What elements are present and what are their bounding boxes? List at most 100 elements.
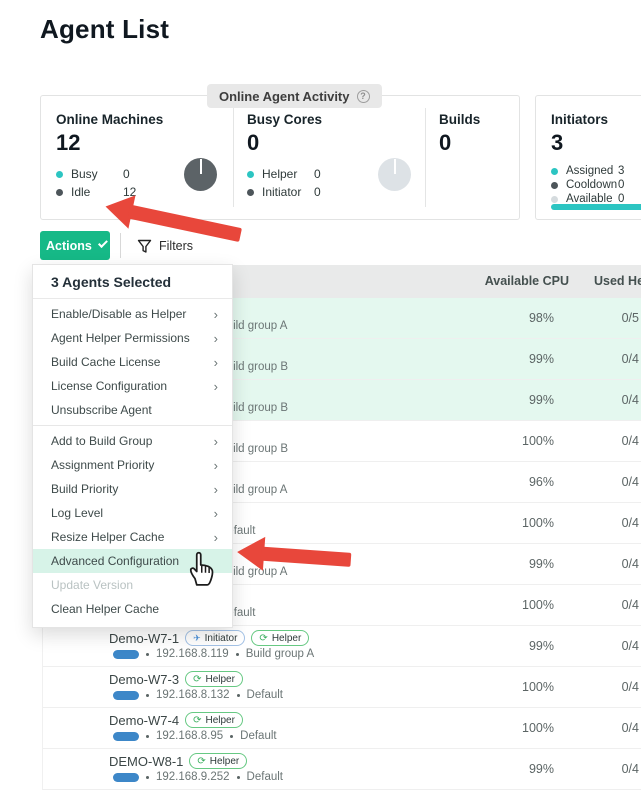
- used-helpers-value: 0/4: [621, 557, 639, 571]
- submenu-chevron-icon: ›: [213, 378, 218, 394]
- submenu-chevron-icon: ›: [213, 330, 218, 346]
- card-value: 0: [439, 130, 452, 155]
- agent-row-demo-w7-1[interactable]: Demo-W7-1 ✈ Initiator ⟳ Helper 192.168.8.119 B…: [43, 626, 641, 667]
- available-cpu-value: 100%: [522, 516, 554, 530]
- card-busy-cores: Busy Cores 0 Helper 0 Initiator 0: [234, 96, 426, 219]
- cores-donut-chart: [378, 158, 411, 191]
- agent-build-group: Default: [246, 771, 283, 783]
- agent-info-line: 192.168.9.252 Default: [113, 771, 283, 783]
- card-builds: Builds 0: [426, 96, 519, 219]
- agent-info-line: 192.168.8.95 Default: [113, 730, 277, 742]
- dot-separator: [235, 652, 239, 656]
- column-header-available-cpu[interactable]: Available CPU: [484, 274, 569, 288]
- toolbar-divider: [120, 233, 121, 258]
- agent-info-line: Build group A: [219, 484, 287, 496]
- legend-dot-icon: [551, 195, 558, 203]
- submenu-chevron-icon: ›: [213, 481, 218, 497]
- filters-button[interactable]: Filters: [131, 234, 199, 258]
- agent-ip: 192.168.8.132: [156, 689, 230, 701]
- badge-label: Helper: [205, 673, 235, 685]
- agent-row-demo-w7-3[interactable]: Demo-W7-3 ⟳ Helper 192.168.8.132 Default 100%…: [43, 667, 641, 708]
- menu-item-label: Unsubscribe Agent: [51, 403, 152, 417]
- menu-item-label: Log Level: [51, 506, 104, 520]
- column-header-used-helpers[interactable]: Used Help: [594, 274, 641, 288]
- submenu-chevron-icon: ›: [213, 505, 218, 521]
- agent-build-group: Build group B: [219, 402, 289, 414]
- agent-ip: 192.168.8.119: [156, 648, 229, 660]
- menu-item-build-priority[interactable]: Build Priority ›: [33, 477, 232, 501]
- menu-item-label: Add to Build Group: [51, 434, 153, 448]
- filters-button-label: Filters: [159, 239, 194, 253]
- agent-build-group: Build group B: [219, 361, 289, 373]
- actions-button[interactable]: Actions: [40, 231, 110, 260]
- menu-item-label: Resize Helper Cache: [51, 530, 165, 544]
- available-cpu-value: 100%: [522, 680, 554, 694]
- menu-item-license-configuration[interactable]: License Configuration ›: [33, 374, 232, 398]
- menu-item-label: Agent Helper Permissions: [51, 331, 190, 345]
- menu-item-clean-helper-cache[interactable]: Clean Helper Cache: [33, 597, 232, 621]
- dot-separator: [146, 693, 149, 697]
- available-cpu-value: 96%: [528, 475, 554, 489]
- menu-item-label: Update Version: [51, 578, 134, 592]
- legend-row: Assigned 3: [551, 165, 641, 177]
- agent-name-line: DEMO-W8-1 ⟳ Helper: [109, 753, 248, 769]
- menu-item-agent-helper-permissions[interactable]: Agent Helper Permissions ›: [33, 326, 232, 350]
- agent-info-line: Build group B: [219, 361, 288, 373]
- menu-item-assignment-priority[interactable]: Assignment Priority ›: [33, 453, 232, 477]
- submenu-chevron-icon: ›: [213, 433, 218, 449]
- menu-item-unsubscribe-agent[interactable]: Unsubscribe Agent: [33, 398, 232, 422]
- menu-divider: [33, 425, 232, 426]
- helper-badge: ⟳Helper: [185, 671, 243, 687]
- agent-name: Demo-W7-3: [109, 671, 180, 687]
- menu-item-label: Build Cache License: [51, 355, 161, 369]
- help-icon[interactable]: ?: [356, 89, 370, 103]
- menu-item-label: Assignment Priority: [51, 458, 155, 472]
- helper-badge: ⟳Helper: [251, 630, 310, 646]
- agent-build-group: Build group A: [219, 320, 288, 332]
- menu-item-resize-helper-cache[interactable]: Resize Helper Cache ›: [33, 525, 232, 549]
- helper-badge-icon: ⟳: [193, 673, 202, 685]
- legend-value: 0: [314, 185, 321, 199]
- menu-item-label: License Configuration: [51, 379, 168, 393]
- agent-name-line: Demo-W7-4 ⟳ Helper: [109, 712, 243, 728]
- menu-item-log-level[interactable]: Log Level ›: [33, 501, 232, 525]
- card-legend: Assigned 3 Cooldown 0 Available 0: [551, 165, 641, 205]
- available-cpu-value: 100%: [522, 434, 554, 448]
- used-helpers-value: 0/4: [621, 352, 639, 366]
- online-agent-activity-panel: Online Agent Activity ? Online Machines …: [40, 84, 520, 220]
- helper-badge: ⟳Helper: [189, 753, 248, 769]
- legend-label: Cooldown: [566, 179, 618, 191]
- available-cpu-value: 99%: [528, 352, 554, 366]
- card-legend: Busy 0 Idle 12: [56, 167, 234, 199]
- os-icon: [113, 731, 139, 741]
- used-helpers-value: 0/5: [621, 311, 639, 325]
- used-helpers-value: 0/4: [621, 762, 639, 776]
- helper-badge: ⟳Helper: [185, 712, 243, 728]
- legend-dot-icon: [551, 167, 558, 175]
- agent-row-demo-w7-4[interactable]: Demo-W7-4 ⟳ Helper 192.168.8.95 Default 100% 0…: [43, 708, 641, 749]
- agent-row-demo-w8-1[interactable]: DEMO-W8-1 ⟳ Helper 192.168.9.252 Default 99% 0…: [43, 749, 641, 790]
- available-cpu-value: 99%: [528, 639, 554, 653]
- dot-separator: [236, 775, 240, 779]
- legend-dot-icon: [56, 170, 63, 178]
- agent-info-line: Build group B: [219, 443, 288, 455]
- legend-dot-icon: [56, 188, 63, 196]
- menu-item-enable-disable-as-helper[interactable]: Enable/Disable as Helper ›: [33, 302, 232, 326]
- used-helpers-value: 0/4: [621, 721, 639, 735]
- agent-info-line: 192.168.8.132 Default: [113, 689, 283, 701]
- dot-separator: [146, 734, 149, 738]
- card-legend: Helper 0 Initiator 0: [247, 167, 426, 199]
- card-title: Busy Cores: [247, 112, 323, 127]
- online-agent-activity-label: Online Agent Activity ?: [207, 84, 382, 108]
- card-title: Online Machines: [56, 112, 164, 127]
- available-cpu-value: 100%: [522, 721, 554, 735]
- legend-row: Cooldown 0: [551, 179, 641, 191]
- hand-cursor-icon: [186, 549, 216, 592]
- menu-item-add-to-build-group[interactable]: Add to Build Group ›: [33, 429, 232, 453]
- legend-dot-icon: [247, 188, 254, 196]
- initiator-badge: ✈Initiator: [185, 630, 246, 646]
- menu-item-build-cache-license[interactable]: Build Cache License ›: [33, 350, 232, 374]
- helper-badge-icon: ⟳: [193, 714, 202, 726]
- dot-separator: [146, 652, 149, 656]
- os-icon: [113, 690, 139, 700]
